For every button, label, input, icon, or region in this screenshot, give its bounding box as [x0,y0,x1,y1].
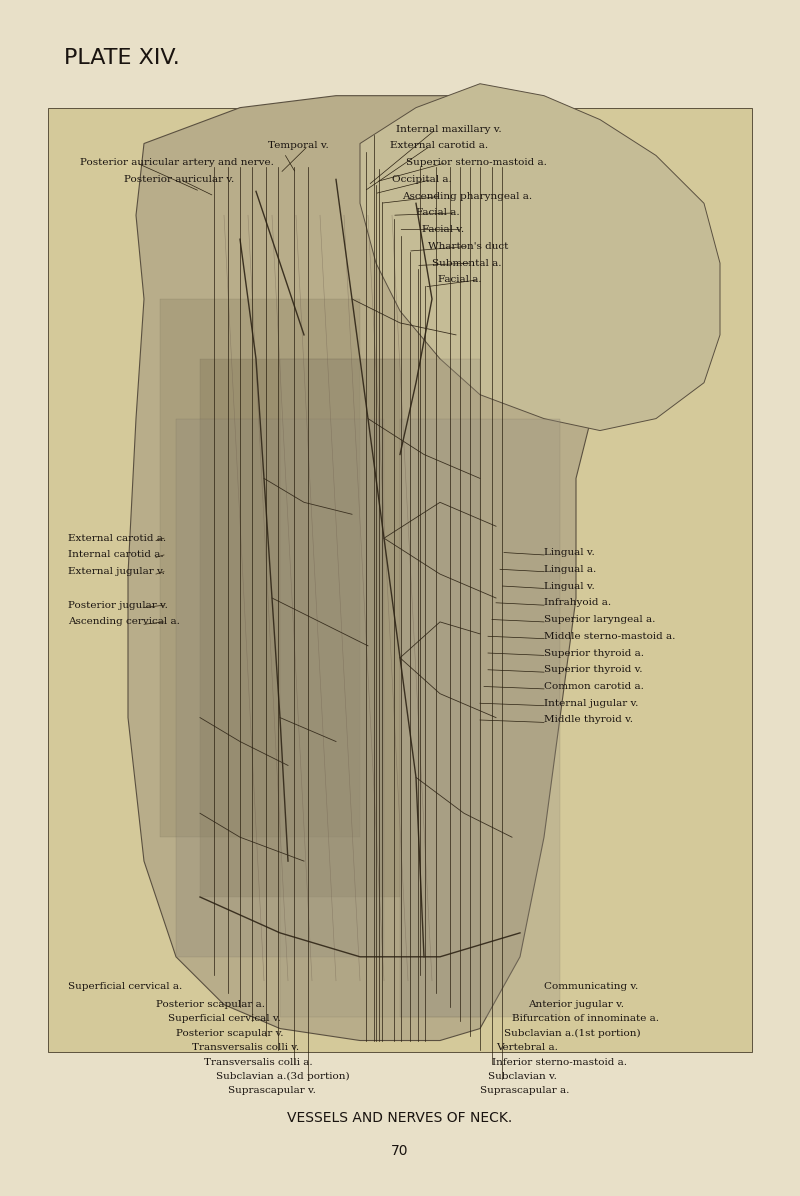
Text: Internal maxillary v.: Internal maxillary v. [396,124,502,134]
Polygon shape [360,84,720,431]
Text: Facial a.: Facial a. [416,208,460,218]
Text: Posterior jugular v.: Posterior jugular v. [68,600,168,610]
Text: Lingual v.: Lingual v. [544,581,594,591]
Text: Subclavian a.(1st portion): Subclavian a.(1st portion) [504,1029,641,1038]
Text: Submental a.: Submental a. [432,258,502,268]
Text: Lingual a.: Lingual a. [544,565,596,574]
Text: Posterior auricular v.: Posterior auricular v. [124,175,234,184]
Text: Internal carotid a.: Internal carotid a. [68,550,164,560]
Text: Facial a.: Facial a. [438,275,482,285]
Text: PLATE XIV.: PLATE XIV. [64,48,180,68]
Text: Anterior jugular v.: Anterior jugular v. [528,1000,624,1009]
Text: Superior thyroid v.: Superior thyroid v. [544,665,642,675]
Polygon shape [280,359,480,1017]
Text: Facial v.: Facial v. [422,225,465,234]
Polygon shape [128,96,624,1041]
Text: Inferior sterno-mastoid a.: Inferior sterno-mastoid a. [492,1057,627,1067]
Text: Posterior scapular v.: Posterior scapular v. [176,1029,283,1038]
Text: Superficial cervical a.: Superficial cervical a. [68,982,182,991]
Text: 70: 70 [391,1143,409,1158]
Text: Occipital a.: Occipital a. [392,175,452,184]
Text: Subclavian v.: Subclavian v. [488,1072,557,1081]
Text: Superior sterno-mastoid a.: Superior sterno-mastoid a. [406,158,547,167]
FancyBboxPatch shape [48,108,752,1052]
Text: External carotid a.: External carotid a. [68,533,166,543]
Text: Vertebral a.: Vertebral a. [496,1043,558,1052]
Text: VESSELS AND NERVES OF NECK.: VESSELS AND NERVES OF NECK. [287,1111,513,1125]
Text: Middle thyroid v.: Middle thyroid v. [544,715,633,725]
Text: Lingual v.: Lingual v. [544,548,594,557]
Text: Internal jugular v.: Internal jugular v. [544,698,638,708]
Text: Suprascapular v.: Suprascapular v. [228,1086,316,1096]
Text: Superior laryngeal a.: Superior laryngeal a. [544,615,655,624]
Polygon shape [400,419,560,1017]
Text: Superior thyroid a.: Superior thyroid a. [544,648,644,658]
Text: External jugular v.: External jugular v. [68,567,165,576]
Text: Superficial cervical v.: Superficial cervical v. [168,1014,281,1024]
Text: Transversalis colli a.: Transversalis colli a. [204,1057,313,1067]
Text: Posterior auricular artery and nerve.: Posterior auricular artery and nerve. [80,158,274,167]
Text: Ascending cervical a.: Ascending cervical a. [68,617,180,627]
Text: Bifurcation of innominate a.: Bifurcation of innominate a. [512,1014,659,1024]
Text: Transversalis colli v.: Transversalis colli v. [192,1043,299,1052]
Text: Posterior scapular a.: Posterior scapular a. [156,1000,265,1009]
Text: Communicating v.: Communicating v. [544,982,638,991]
Text: Infrahyoid a.: Infrahyoid a. [544,598,611,608]
Text: Middle sterno-mastoid a.: Middle sterno-mastoid a. [544,631,675,641]
Polygon shape [176,419,384,957]
Text: Common carotid a.: Common carotid a. [544,682,644,691]
Text: Subclavian a.(3d portion): Subclavian a.(3d portion) [216,1072,350,1081]
Polygon shape [160,299,360,837]
Text: Suprascapular a.: Suprascapular a. [480,1086,570,1096]
Polygon shape [200,359,400,897]
Text: Wharton's duct: Wharton's duct [428,242,508,251]
Text: External carotid a.: External carotid a. [390,141,489,151]
Text: Temporal v.: Temporal v. [268,141,329,151]
Text: Ascending pharyngeal a.: Ascending pharyngeal a. [402,191,532,201]
